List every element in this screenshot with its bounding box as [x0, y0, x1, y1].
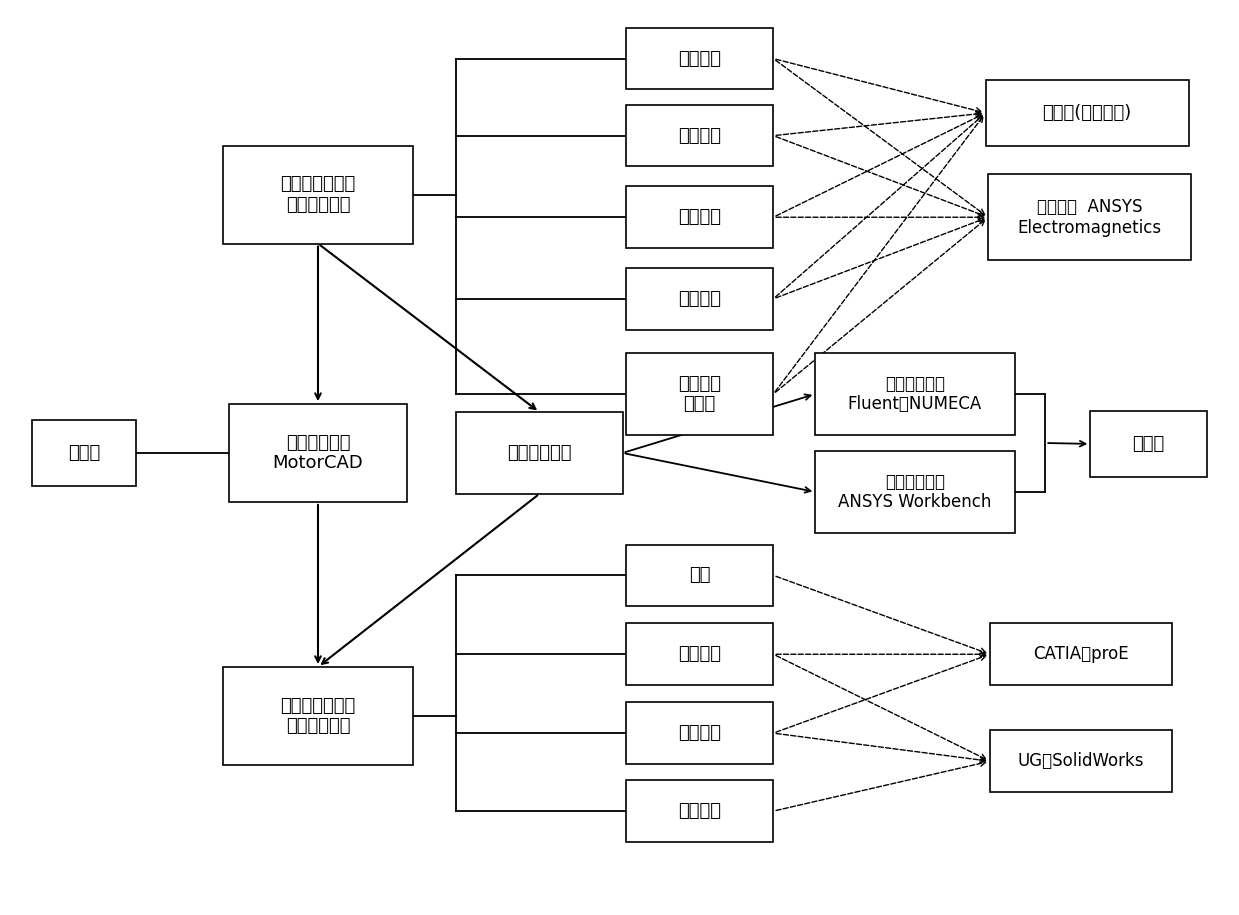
Text: 端盖装配: 端盖装配 [678, 802, 721, 820]
Text: 永磁体涡
流损耗: 永磁体涡 流损耗 [678, 374, 721, 414]
Text: 有限元分析法
ANSYS Workbench: 有限元分析法 ANSYS Workbench [838, 472, 991, 511]
Text: 永磁同步电动机
三维模型建立: 永磁同步电动机 三维模型建立 [280, 696, 356, 736]
Text: 机壳: 机壳 [689, 566, 710, 585]
Text: 热网络分析法
MotorCAD: 热网络分析法 MotorCAD [273, 434, 363, 472]
Text: 流体动力学法
Fluent、NUMECA: 流体动力学法 Fluent、NUMECA [847, 374, 983, 414]
FancyBboxPatch shape [626, 187, 773, 248]
Text: UG、SolidWorks: UG、SolidWorks [1017, 752, 1145, 770]
FancyBboxPatch shape [626, 27, 773, 90]
Text: 定子装配: 定子装配 [678, 645, 721, 663]
FancyBboxPatch shape [223, 667, 414, 765]
FancyBboxPatch shape [815, 353, 1015, 435]
Text: 定子铜耗: 定子铜耗 [678, 209, 721, 226]
Text: 机械损耗: 机械损耗 [678, 49, 721, 68]
FancyBboxPatch shape [626, 544, 773, 607]
FancyBboxPatch shape [815, 451, 1015, 533]
Text: 稳态热: 稳态热 [1132, 435, 1165, 453]
Text: 永磁同步电动机
主要损耗计算: 永磁同步电动机 主要损耗计算 [280, 175, 356, 214]
Text: 有限元法  ANSYS
Electromagnetics: 有限元法 ANSYS Electromagnetics [1017, 198, 1162, 237]
FancyBboxPatch shape [626, 353, 773, 435]
Text: 数值热分析法: 数值热分析法 [507, 444, 571, 462]
FancyBboxPatch shape [626, 268, 773, 329]
FancyBboxPatch shape [32, 420, 136, 486]
Text: 转子转配: 转子转配 [678, 724, 721, 742]
Text: 稳态热: 稳态热 [68, 444, 100, 462]
FancyBboxPatch shape [1090, 411, 1207, 477]
FancyBboxPatch shape [626, 703, 773, 764]
FancyBboxPatch shape [229, 404, 408, 502]
Text: CATIA、proE: CATIA、proE [1033, 645, 1129, 663]
FancyBboxPatch shape [456, 412, 622, 494]
FancyBboxPatch shape [626, 780, 773, 842]
FancyBboxPatch shape [626, 623, 773, 685]
FancyBboxPatch shape [985, 81, 1188, 145]
Text: 解析法(公式计算): 解析法(公式计算) [1042, 104, 1131, 122]
FancyBboxPatch shape [987, 174, 1191, 260]
FancyBboxPatch shape [223, 145, 414, 243]
Text: 风摩损耗: 风摩损耗 [678, 126, 721, 145]
FancyBboxPatch shape [990, 730, 1172, 792]
FancyBboxPatch shape [626, 105, 773, 167]
FancyBboxPatch shape [990, 623, 1172, 685]
Text: 定子铁耗: 定子铁耗 [678, 290, 721, 307]
